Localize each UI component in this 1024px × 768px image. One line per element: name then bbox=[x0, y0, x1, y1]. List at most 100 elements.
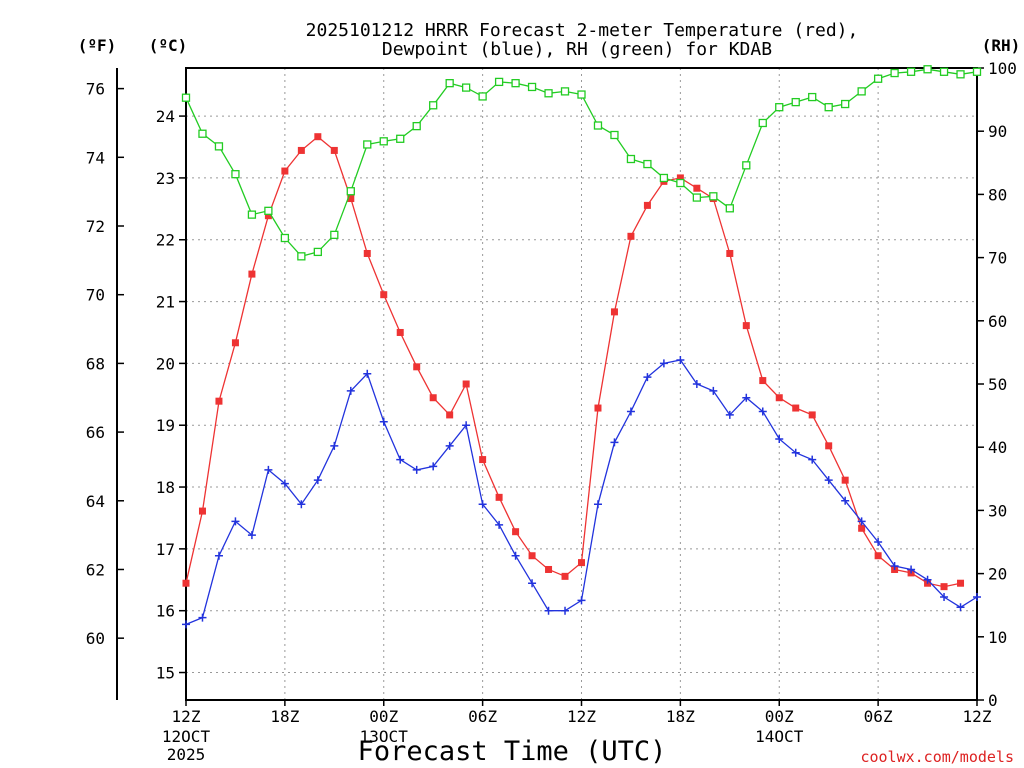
dewpoint-point bbox=[214, 551, 223, 560]
rh-tick-label: 0 bbox=[988, 691, 998, 710]
temperature-point bbox=[396, 328, 404, 336]
temperature-point bbox=[512, 528, 520, 536]
rh-point bbox=[214, 142, 224, 151]
dewpoint-point bbox=[758, 407, 767, 416]
x-tick-label: 18Z bbox=[666, 707, 695, 726]
dewpoint-point bbox=[725, 410, 734, 419]
temperature-point bbox=[841, 476, 849, 484]
rh-point bbox=[429, 101, 438, 110]
dewpoint-point bbox=[692, 380, 701, 388]
rh-tick-label: 70 bbox=[988, 249, 1007, 268]
rh-point bbox=[330, 230, 339, 239]
fahrenheit-tick-label: 76 bbox=[86, 80, 105, 99]
rh-point bbox=[857, 87, 866, 96]
rh-point bbox=[626, 154, 636, 164]
rh-point bbox=[577, 90, 586, 99]
rh-point bbox=[264, 206, 273, 215]
x-tick-label: 06Z bbox=[468, 707, 497, 726]
dewpoint-point bbox=[841, 496, 850, 505]
temperature-point bbox=[231, 339, 239, 347]
dewpoint-point bbox=[363, 369, 372, 378]
credit-text: coolwx.com/models bbox=[860, 748, 1014, 766]
temperature-point bbox=[808, 411, 816, 419]
temperature-point bbox=[627, 232, 635, 240]
temperature-point bbox=[858, 524, 866, 532]
rh-tick-label: 30 bbox=[988, 501, 1007, 520]
dewpoint-point bbox=[626, 407, 635, 416]
chart-title-line2: Dewpoint (blue), RH (green) for KDAB bbox=[382, 39, 772, 60]
rh-point bbox=[494, 77, 504, 87]
rh-point bbox=[527, 82, 537, 92]
dewpoint-point bbox=[742, 393, 751, 402]
dewpoint-point bbox=[923, 575, 932, 584]
rh-point bbox=[346, 187, 355, 196]
x-tick-label: 12Z bbox=[172, 707, 201, 726]
rh-point bbox=[742, 161, 751, 170]
rh-point bbox=[692, 193, 702, 202]
x-tick-label: 12Z bbox=[567, 707, 596, 726]
series-line bbox=[185, 135, 961, 588]
temperature-point bbox=[528, 552, 536, 560]
fahrenheit-tick-label: 64 bbox=[86, 492, 105, 511]
temperature-point bbox=[281, 167, 289, 175]
dewpoint-point bbox=[478, 500, 487, 509]
dewpoint-point bbox=[396, 455, 405, 464]
temperature-point bbox=[578, 559, 585, 567]
temperature-point bbox=[594, 404, 602, 412]
right-unit-rh: (RH) bbox=[982, 36, 1021, 55]
celsius-tick-label: 18 bbox=[156, 478, 175, 497]
dewpoint-point bbox=[198, 613, 207, 622]
rh-point bbox=[478, 92, 487, 101]
rh-point bbox=[544, 89, 553, 98]
temperature-point bbox=[479, 456, 487, 464]
celsius-tick-label: 21 bbox=[156, 293, 175, 312]
rh-point bbox=[972, 67, 982, 76]
temperature-point bbox=[248, 270, 256, 278]
dewpoint-point bbox=[791, 448, 800, 457]
fahrenheit-tick-label: 66 bbox=[86, 423, 105, 442]
rh-point bbox=[297, 252, 306, 261]
rh-tick-label: 90 bbox=[988, 122, 1007, 141]
dewpoint-point bbox=[247, 531, 256, 540]
temperature-point bbox=[297, 146, 305, 154]
temperature-point bbox=[198, 507, 206, 515]
temperature-point bbox=[330, 146, 338, 154]
grid-lines bbox=[186, 68, 977, 700]
dewpoint-point bbox=[528, 579, 537, 588]
rh-point bbox=[791, 97, 800, 107]
temperature-point bbox=[957, 579, 965, 587]
rh-tick-label: 50 bbox=[988, 375, 1007, 394]
temperature-point bbox=[874, 552, 882, 560]
temperature-point bbox=[347, 195, 355, 203]
dewpoint-point bbox=[808, 455, 817, 464]
temperature-point bbox=[314, 133, 322, 141]
temperature-point bbox=[495, 493, 503, 501]
temperature-point bbox=[380, 291, 388, 299]
rh-point bbox=[511, 79, 520, 88]
chart-title-line1: 2025101212 HRRR Forecast 2-meter Tempera… bbox=[306, 20, 859, 41]
dewpoint-point bbox=[264, 465, 273, 474]
fahrenheit-tick-label: 70 bbox=[86, 286, 105, 305]
temperature-point bbox=[429, 394, 437, 402]
dewpoint-point bbox=[775, 434, 784, 443]
dewpoint-point bbox=[890, 562, 899, 571]
rh-point bbox=[956, 70, 965, 79]
celsius-tick-label: 22 bbox=[156, 231, 175, 250]
rh-tick-label: 100 bbox=[988, 59, 1017, 78]
dewpoint-point bbox=[462, 421, 471, 430]
dewpoint-point bbox=[297, 500, 306, 509]
temperature-point bbox=[215, 397, 223, 405]
celsius-tick-label: 19 bbox=[156, 416, 175, 435]
rh-point bbox=[181, 93, 191, 102]
x-tick-label: 06Z bbox=[864, 707, 893, 726]
rh-point bbox=[593, 121, 603, 130]
temperature-point bbox=[413, 363, 421, 371]
dewpoint-point bbox=[561, 606, 570, 615]
temperature-point bbox=[775, 394, 783, 402]
plot-frame bbox=[185, 67, 978, 701]
x-tick-date-label: 12OCT bbox=[162, 727, 211, 746]
rh-point bbox=[560, 87, 570, 96]
rh-point bbox=[247, 210, 257, 219]
temperature-point bbox=[643, 201, 651, 209]
rh-point bbox=[379, 137, 388, 146]
